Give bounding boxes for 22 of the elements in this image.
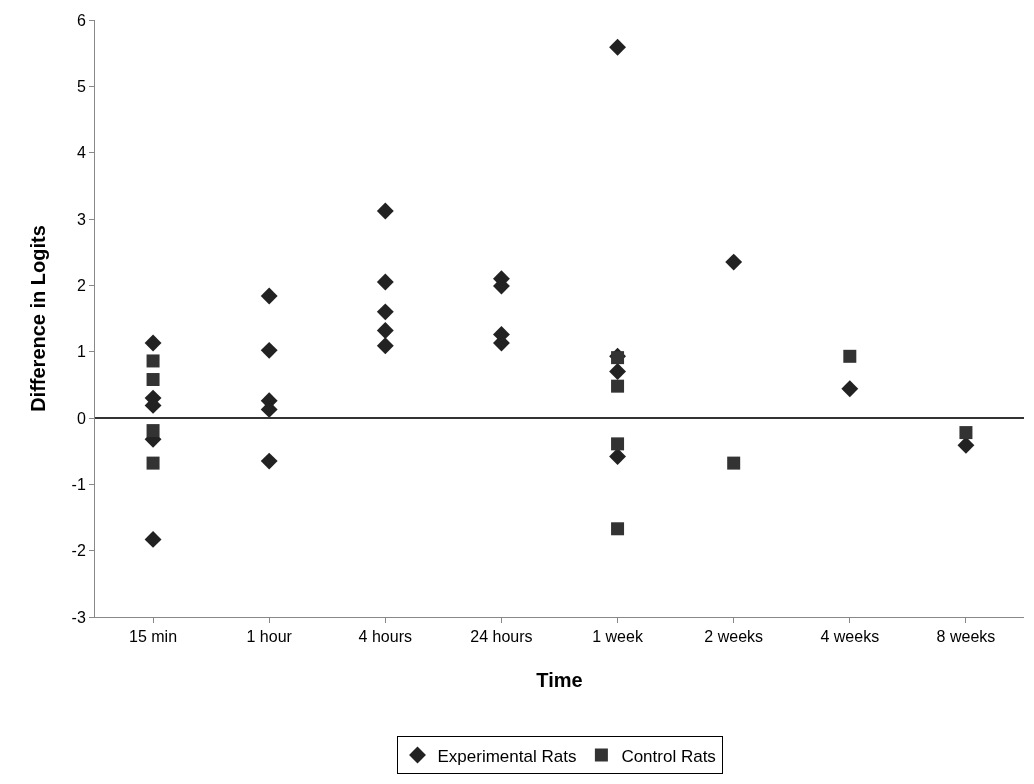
legend-label: Experimental Rats [437, 746, 577, 766]
y-tick-label: 0 [76, 409, 86, 427]
x-tick-label: 8 weeks [936, 628, 996, 646]
x-tick-label: 24 hours [470, 628, 533, 646]
y-axis-title: Difference in Logits [27, 225, 49, 412]
y-tick-label: 3 [76, 210, 86, 228]
y-tick-label: -3 [71, 608, 86, 626]
x-tick-label: 2 weeks [704, 628, 764, 646]
x-tick-label: 15 min [129, 628, 178, 646]
y-tick-label: 1 [76, 343, 86, 361]
x-tick-label: 4 hours [358, 628, 412, 646]
legend-label: Control Rats [621, 746, 716, 766]
x-tick-label: 1 hour [246, 628, 293, 646]
y-tick-label: 2 [76, 276, 86, 294]
x-axis-title: Time [536, 669, 583, 691]
y-tick-label: 4 [76, 144, 86, 162]
x-tick-label: 4 weeks [820, 628, 880, 646]
y-tick-label: 5 [76, 77, 86, 95]
y-tick-label: 6 [76, 11, 86, 29]
y-tick-label: -2 [71, 542, 86, 560]
x-tick-label: 1 week [592, 628, 644, 646]
y-tick-label: -1 [71, 475, 86, 493]
